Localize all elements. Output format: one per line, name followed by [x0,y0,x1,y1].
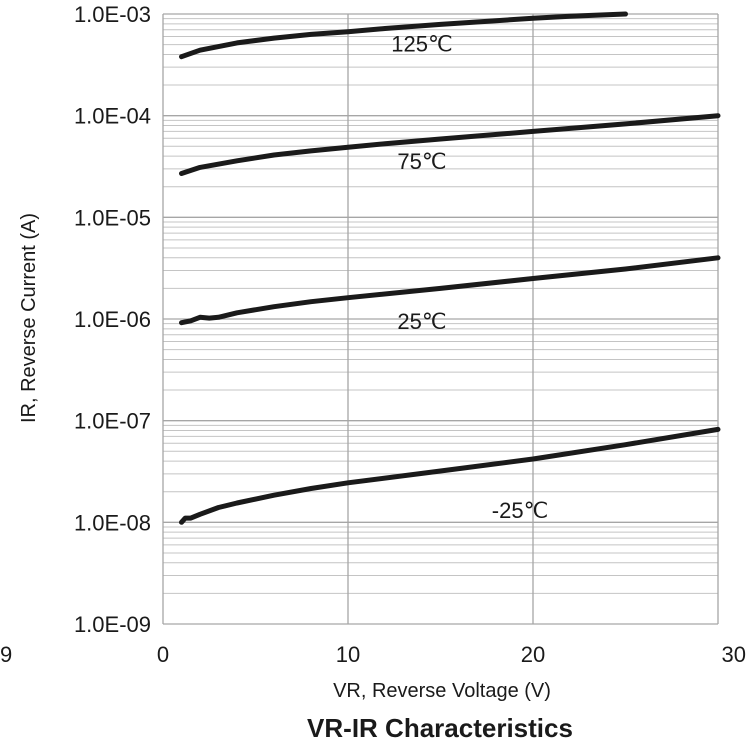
clipped-tick-fragment: 9 [0,642,12,667]
y-tick-label: 1.0E-07 [74,409,151,434]
y-tick-label: 1.0E-06 [74,307,151,332]
y-tick-label: 1.0E-03 [74,2,151,27]
series-line--25 [179,426,721,525]
series-line-25 [179,255,721,326]
x-axis-title: VR, Reverse Voltage (V) [333,680,551,702]
series-label: 25℃ [397,309,446,334]
y-tick-label: 1.0E-09 [74,612,151,637]
x-tick-label: 10 [336,642,360,667]
series-label: 75℃ [397,149,446,174]
series-lines [179,11,721,525]
x-tick-label: 20 [521,642,545,667]
series-label: -25℃ [492,498,549,523]
y-tick-label: 1.0E-08 [74,510,151,535]
chart-title: VR-IR Characteristics [307,713,573,743]
series-line-75 [179,113,721,176]
y-tick-label: 1.0E-05 [74,205,151,230]
series-line-125 [179,11,628,60]
series-labels: 125℃ 75℃ 25℃ -25℃ [391,31,548,523]
series-label: 125℃ [391,31,452,56]
x-tick-label: 30 [722,642,746,667]
x-tick-labels: 0 10 20 30 [157,642,746,667]
y-tick-label: 1.0E-04 [74,104,151,129]
x-tick-label: 0 [157,642,169,667]
y-axis-title: IR, Reverse Current (A) [18,213,40,423]
y-tick-labels: 1.0E-09 1.0E-08 1.0E-07 1.0E-06 1.0E-05 1.0E-… [74,2,151,637]
